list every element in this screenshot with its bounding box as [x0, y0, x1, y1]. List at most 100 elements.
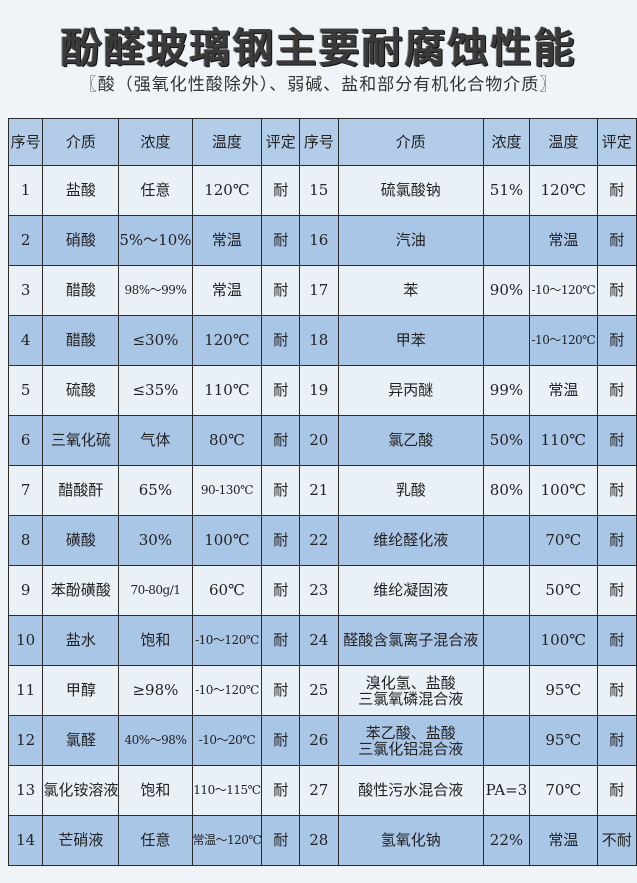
table-row: 13 氯化铵溶液 饱和 110～115℃ 耐 27 酸性污水混合液 PA=3 70℃ 耐 [7, 765, 637, 816]
left-medium-cell: 盐水 [42, 615, 120, 666]
right-concentration-cell [482, 665, 531, 716]
right-concentration-cell [482, 565, 531, 616]
left-index-cell: 14 [7, 815, 44, 866]
header-cell: 介质 [42, 118, 120, 166]
right-concentration-cell [482, 615, 531, 666]
left-index-cell: 11 [7, 665, 44, 716]
right-medium-cell: 酸性污水混合液 [337, 765, 484, 816]
right-temperature-cell: 常温 [529, 365, 598, 416]
right-concentration-cell: 80% [482, 465, 531, 516]
left-concentration-cell: 任意 [118, 165, 193, 216]
header-cell: 浓度 [482, 118, 531, 166]
left-index-cell: 1 [7, 165, 44, 216]
left-rating-cell: 耐 [261, 415, 301, 466]
left-concentration-cell: ≤35% [118, 365, 193, 416]
left-index-cell: 4 [7, 315, 44, 366]
left-rating-cell: 耐 [261, 165, 301, 216]
right-concentration-cell: 22% [482, 815, 531, 866]
right-medium-cell: 乳酸 [337, 465, 484, 516]
left-temperature-cell: 120℃ [191, 315, 263, 366]
left-concentration-cell: 30% [118, 515, 193, 566]
right-medium-cell: 维纶凝固液 [337, 565, 484, 616]
left-temperature-cell: 80℃ [191, 415, 263, 466]
right-medium-cell: 苯乙酸、盐酸 三氯化铝混合液 [337, 715, 484, 766]
left-concentration-cell: 65% [118, 465, 193, 516]
header-cell: 介质 [337, 118, 484, 166]
right-medium-cell: 醛酸含氯离子混合液 [337, 615, 484, 666]
left-rating-cell: 耐 [261, 265, 301, 316]
right-concentration-cell [482, 215, 531, 266]
right-rating-cell: 耐 [596, 715, 637, 766]
right-rating-cell: 耐 [596, 215, 637, 266]
left-index-cell: 2 [7, 215, 44, 266]
right-index-cell: 20 [299, 415, 339, 466]
left-index-cell: 6 [7, 415, 44, 466]
table-header-row: 序号 介质 浓度 温度 评定 序号 介质 浓度 温度 评定 [7, 118, 637, 166]
header-cell: 评定 [596, 118, 637, 166]
right-index-cell: 19 [299, 365, 339, 416]
left-medium-cell: 甲醇 [42, 665, 120, 716]
left-medium-cell: 芒硝液 [42, 815, 120, 866]
header-cell: 温度 [191, 118, 263, 166]
right-temperature-cell: 95℃ [529, 665, 598, 716]
right-index-cell: 16 [299, 215, 339, 266]
right-temperature-cell: 常温 [529, 215, 598, 266]
right-medium-cell: 溴化氢、盐酸 三氯氧磷混合液 [337, 665, 484, 716]
left-temperature-cell: 100℃ [191, 515, 263, 566]
right-temperature-cell: -10～120℃ [529, 265, 598, 316]
left-concentration-cell: 5%～10% [118, 215, 193, 266]
left-index-cell: 9 [7, 565, 44, 616]
right-temperature-cell: 95℃ [529, 715, 598, 766]
table-row: 1 盐酸 任意 120℃ 耐 15 硫氯酸钠 51% 120℃ 耐 [7, 165, 637, 216]
right-index-cell: 22 [299, 515, 339, 566]
left-index-cell: 10 [7, 615, 44, 666]
right-index-cell: 18 [299, 315, 339, 366]
left-concentration-cell: 40%～98% [118, 715, 193, 766]
left-temperature-cell: 常温 [191, 215, 263, 266]
left-rating-cell: 耐 [261, 215, 301, 266]
right-rating-cell: 耐 [596, 265, 637, 316]
table-row: 2 硝酸 5%～10% 常温耐 16 汽油 常温耐 [7, 215, 637, 266]
page-subtitle: 〖酸（强氧化性酸除外）、弱碱、盐和部分有机化合物介质〗 [79, 75, 558, 95]
left-temperature-cell: 常温 [191, 265, 263, 316]
left-temperature-cell: 常温～120℃ [191, 815, 263, 866]
right-medium-cell: 硫氯酸钠 [337, 165, 484, 216]
left-temperature-cell: 120℃ [191, 165, 263, 216]
right-index-cell: 27 [299, 765, 339, 816]
left-rating-cell: 耐 [261, 665, 301, 716]
right-concentration-cell [482, 715, 531, 766]
left-temperature-cell: 110～115℃ [191, 765, 263, 816]
header-cell: 序号 [299, 118, 339, 166]
right-rating-cell: 耐 [596, 515, 637, 566]
table-row: 14 芒硝液 任意 常温～120℃ 耐 28 氢氧化钠 22% 常温 不耐 [7, 815, 637, 866]
header-cell: 序号 [7, 118, 44, 166]
left-index-cell: 7 [7, 465, 44, 516]
right-medium-cell: 异丙醚 [337, 365, 484, 416]
right-temperature-cell: 100℃ [529, 465, 598, 516]
right-index-cell: 25 [299, 665, 339, 716]
right-rating-cell: 耐 [596, 165, 637, 216]
right-index-cell: 26 [299, 715, 339, 766]
header-cell: 浓度 [118, 118, 193, 166]
right-concentration-cell [482, 515, 531, 566]
left-concentration-cell: 98%～99% [118, 265, 193, 316]
right-medium-cell: 维纶醛化液 [337, 515, 484, 566]
left-temperature-cell: 110℃ [191, 365, 263, 416]
left-temperature-cell: 90-130℃ [191, 465, 263, 516]
table-row: 3 醋酸 98%～99% 常温耐 17 苯 90% -10～120℃ 耐 [7, 265, 637, 316]
left-medium-cell: 氯化铵溶液 [42, 765, 120, 816]
right-rating-cell: 耐 [596, 415, 637, 466]
right-medium-cell: 氢氧化钠 [337, 815, 484, 866]
left-index-cell: 5 [7, 365, 44, 416]
right-concentration-cell [482, 315, 531, 366]
left-medium-cell: 磺酸 [42, 515, 120, 566]
left-rating-cell: 耐 [261, 765, 301, 816]
right-rating-cell: 耐 [596, 765, 637, 816]
right-concentration-cell: PA=3 [482, 765, 531, 816]
right-temperature-cell: -10～120℃ [529, 315, 598, 366]
table-row: 6 三氧化硫 气体 80℃ 耐 20 氯乙酸 50% 110℃ 耐 [7, 415, 637, 466]
left-index-cell: 12 [7, 715, 44, 766]
right-rating-cell: 耐 [596, 315, 637, 366]
left-medium-cell: 醋酸 [42, 315, 120, 366]
left-rating-cell: 耐 [261, 465, 301, 516]
